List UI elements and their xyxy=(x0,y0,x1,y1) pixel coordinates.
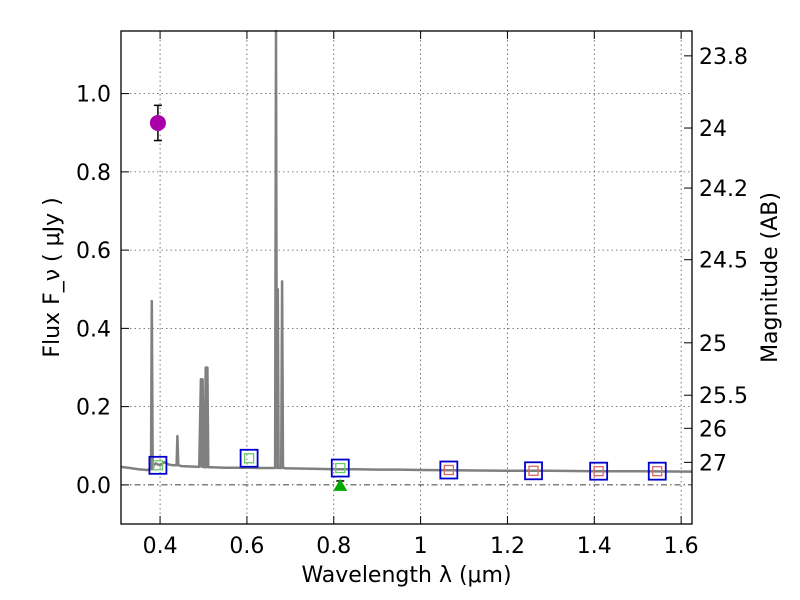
model-flux-box xyxy=(148,455,168,475)
x-tick-label: 0.4 xyxy=(143,534,178,559)
model-inner-marker xyxy=(152,460,164,471)
model-inner-marker xyxy=(652,466,663,477)
y-tick-label: 0.8 xyxy=(76,161,111,186)
model-inner-marker xyxy=(593,466,604,477)
x-tick-label: 1 xyxy=(414,534,428,559)
mag-tick-label: 24.5 xyxy=(699,249,748,274)
series-layer xyxy=(120,29,693,491)
y-axis-label: Flux F_ν ( μJy ) xyxy=(40,197,65,357)
x-tick-label: 0.6 xyxy=(229,534,264,559)
template-spectrum-line xyxy=(120,29,693,473)
y-tick-label: 0.0 xyxy=(76,474,111,499)
model-flux-box xyxy=(589,461,609,481)
plot-frame xyxy=(120,30,693,525)
mag-tick-label: 27 xyxy=(699,451,727,476)
observed-point xyxy=(149,114,166,131)
mag-tick-label: 25.5 xyxy=(699,384,748,409)
y-tick-label: 0.6 xyxy=(76,239,111,264)
mag-tick-label: 23.8 xyxy=(699,45,748,70)
model-inner-marker xyxy=(443,464,454,476)
x-tick-label: 0.8 xyxy=(316,534,351,559)
y-tick-label: 0.2 xyxy=(76,396,111,421)
model-flux-box xyxy=(524,461,543,481)
x-tick-label: 1.2 xyxy=(490,534,525,559)
model-flux-box xyxy=(439,460,459,480)
model-inner-marker xyxy=(335,462,346,474)
x-tick-label: 1.6 xyxy=(664,534,699,559)
mag-tick-label: 25 xyxy=(699,332,727,357)
model-flux-box xyxy=(647,461,667,481)
y-tick-label: 0.4 xyxy=(76,317,111,342)
y-tick-label: 1.0 xyxy=(76,83,111,108)
model-inner-marker xyxy=(243,453,255,464)
model-flux-box xyxy=(239,448,259,468)
model-flux-box xyxy=(330,458,350,478)
model-inner-marker xyxy=(528,465,539,476)
x-tick-label: 1.4 xyxy=(577,534,612,559)
y-axis-right-label: Magnitude (AB) xyxy=(758,192,783,363)
axes: 0.4 0.6 0.8 1 1.2 1.4 1.6 0.0 0.2 0.4 0.6 0.8 1.0 23.… xyxy=(76,31,748,559)
x-axis-label: Wavelength λ (μm) xyxy=(301,563,511,588)
mag-tick-label: 24 xyxy=(699,117,727,142)
upper-limit-marker xyxy=(333,478,348,491)
mag-tick-label: 26 xyxy=(699,417,727,442)
mag-tick-label: 24.2 xyxy=(699,177,748,202)
grid xyxy=(121,31,692,524)
